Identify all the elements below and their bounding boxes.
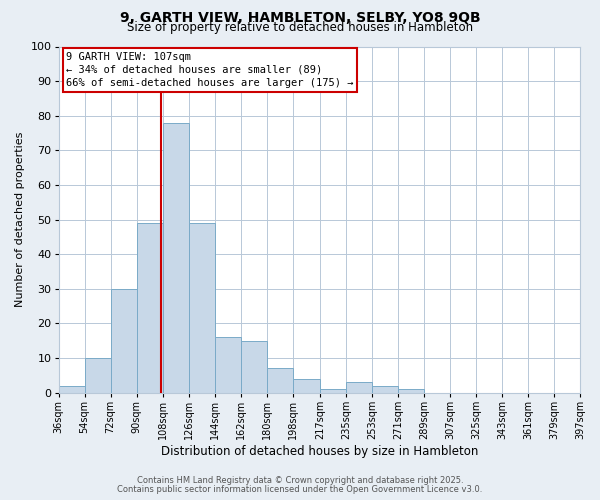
Bar: [266, 368, 293, 392]
Bar: [188, 223, 215, 392]
Bar: [137, 223, 163, 392]
Bar: [293, 379, 320, 392]
Text: Contains public sector information licensed under the Open Government Licence v3: Contains public sector information licen…: [118, 485, 482, 494]
X-axis label: Distribution of detached houses by size in Hambleton: Distribution of detached houses by size …: [161, 444, 478, 458]
Bar: [85, 358, 110, 392]
Bar: [241, 340, 266, 392]
Bar: [163, 122, 188, 392]
Bar: [59, 386, 85, 392]
Text: Contains HM Land Registry data © Crown copyright and database right 2025.: Contains HM Land Registry data © Crown c…: [137, 476, 463, 485]
Bar: [372, 386, 398, 392]
Bar: [215, 337, 241, 392]
Text: 9, GARTH VIEW, HAMBLETON, SELBY, YO8 9QB: 9, GARTH VIEW, HAMBLETON, SELBY, YO8 9QB: [119, 11, 481, 25]
Bar: [346, 382, 372, 392]
Text: Size of property relative to detached houses in Hambleton: Size of property relative to detached ho…: [127, 21, 473, 34]
Bar: [398, 389, 424, 392]
Bar: [320, 389, 346, 392]
Text: 9 GARTH VIEW: 107sqm
← 34% of detached houses are smaller (89)
66% of semi-detac: 9 GARTH VIEW: 107sqm ← 34% of detached h…: [67, 52, 354, 88]
Y-axis label: Number of detached properties: Number of detached properties: [15, 132, 25, 307]
Bar: [110, 289, 137, 393]
